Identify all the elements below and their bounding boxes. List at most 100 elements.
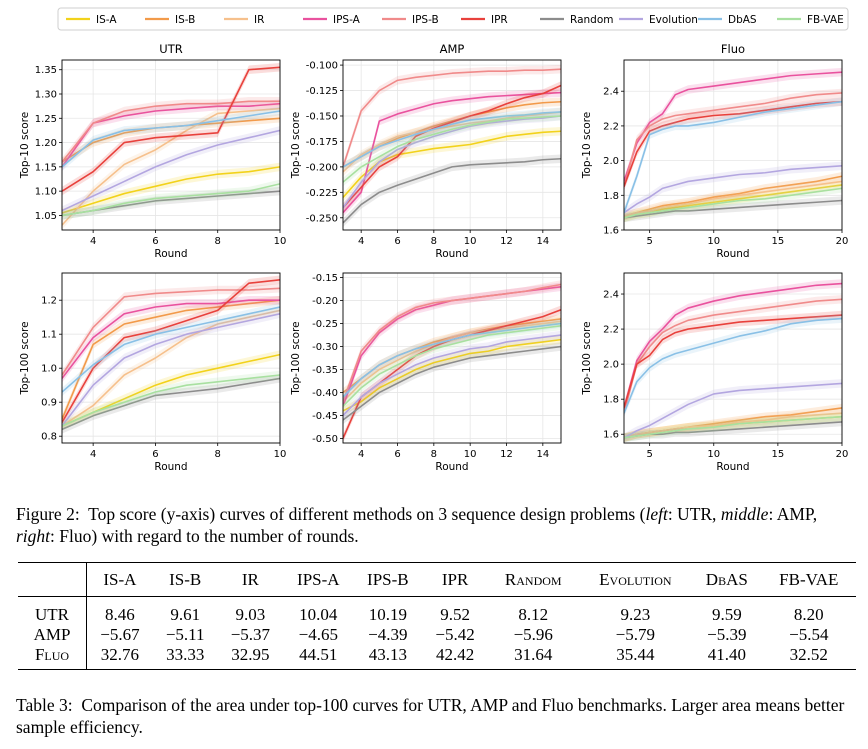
- series-line-random: [624, 199, 842, 219]
- series-line-fb-vae: [62, 374, 280, 427]
- series-line-fb-vae: [624, 415, 842, 439]
- band-is-b: [343, 97, 561, 172]
- y-tick-label: -0.125: [306, 86, 338, 97]
- table-row-fluo: Fluo 32.76 33.33 32.95 44.51 43.13 42.42…: [18, 645, 856, 670]
- x-tick-label: 10: [707, 449, 720, 460]
- table-col-ir: IR: [217, 562, 284, 597]
- series-line-dbas: [62, 110, 280, 168]
- plot-frame: [623, 272, 843, 444]
- x-tick-label: 6: [152, 236, 158, 247]
- plot-series: [624, 67, 842, 223]
- table-cell: −5.79: [615, 625, 656, 644]
- table-cell: −5.54: [789, 625, 829, 644]
- series-line-ips-b: [62, 287, 280, 376]
- x-tick-label: 5: [646, 236, 652, 247]
- band-fb-vae: [343, 321, 561, 411]
- y-tick-label: 0.8: [41, 432, 57, 443]
- y-axis-label: Top-100 score: [581, 321, 593, 395]
- table-cell: 9.03: [235, 605, 266, 624]
- series-line-ipr: [624, 100, 842, 187]
- legend-frame: [57, 7, 849, 31]
- band-dbas: [624, 314, 842, 418]
- series-line-dbas: [62, 306, 280, 393]
- y-tick-label: 1.10: [35, 187, 57, 198]
- table-cell: 35.44: [578, 645, 693, 670]
- x-tick-label: 10: [274, 449, 287, 460]
- y-tick-label: -0.150: [306, 111, 338, 122]
- x-axis-label: Round: [716, 248, 749, 260]
- y-tick-label: -0.45: [312, 411, 338, 422]
- y-tick-label: 2.0: [603, 156, 619, 167]
- chart-title: Fluo: [721, 42, 745, 56]
- y-axis-label: Top-100 score: [19, 321, 31, 395]
- y-tick-label: 2.4: [603, 87, 619, 98]
- x-tick-label: 12: [500, 236, 513, 247]
- series-line-ir: [624, 412, 842, 439]
- series-line-fb-vae: [343, 115, 561, 183]
- y-tick-label: 2.0: [603, 360, 619, 371]
- series-line-fb-vae: [624, 187, 842, 219]
- series-line-evolution: [62, 313, 280, 427]
- band-random: [343, 342, 561, 425]
- legend-label-is-b: IS-B: [175, 14, 195, 26]
- series-line-ips-b: [624, 298, 842, 414]
- series-line-is-a: [62, 166, 280, 214]
- y-tick-label: 2.2: [603, 325, 619, 336]
- table-col-dbas: DbAS: [692, 562, 762, 597]
- series-line-ipr: [624, 314, 842, 409]
- series-line-ips-a: [624, 71, 842, 182]
- series-line-is-b: [62, 299, 280, 420]
- y-tick-label: 1.6: [603, 430, 619, 441]
- series-line-dbas: [624, 100, 842, 213]
- band-dbas: [624, 97, 842, 217]
- y-tick-label: 1.05: [35, 211, 57, 222]
- series-line-dbas: [343, 322, 561, 398]
- figure-caption-right: right: [16, 526, 51, 546]
- series-line-evolution: [624, 382, 842, 439]
- series-line-ipr: [62, 66, 280, 192]
- y-axis-label: Top-10 score: [19, 112, 31, 179]
- legend-label-dbas: DbAS: [728, 14, 757, 26]
- table-row-label: Fluo: [18, 645, 87, 670]
- y-tick-label: 1.2: [41, 296, 57, 307]
- chart-1: 4 6 8 10 1.05 1.10 1.15 1.20 1.25 1.30 1.35 UTR Roun…: [19, 42, 286, 260]
- legend-label-random: Random: [570, 14, 613, 26]
- table-cell: −5.11: [165, 625, 205, 644]
- y-axis-label: Top-10 score: [581, 112, 593, 179]
- results-table: IS-A IS-B IR IPS-A IPS-B IPR Random Evol…: [18, 562, 856, 670]
- legend-label-fb-vae: FB-VAE: [807, 14, 844, 26]
- plot-frame: [342, 272, 562, 444]
- series-line-ips-b: [343, 68, 561, 168]
- series-line-random: [343, 345, 561, 421]
- table-cell: −5.42: [435, 625, 475, 644]
- series-line-fb-vae: [343, 325, 561, 407]
- band-is-a: [343, 335, 561, 416]
- plot-series: [343, 64, 561, 228]
- x-tick-label: 12: [500, 449, 513, 460]
- band-fb-vae: [624, 184, 842, 223]
- series-line-ir: [62, 107, 280, 226]
- table-cell: 9.59: [711, 605, 742, 624]
- table-col-ips-a: IPS-A: [283, 562, 354, 597]
- x-tick-label: 8: [215, 449, 221, 460]
- y-tick-label: -0.200: [306, 162, 338, 173]
- x-tick-label: 10: [707, 236, 720, 247]
- table-cell: 33.33: [152, 645, 218, 670]
- table-cell: −4.39: [368, 625, 408, 644]
- table-col-ipr: IPR: [422, 562, 488, 597]
- figure-caption-part3: : AMP,: [768, 504, 818, 524]
- x-axis-label: Round: [435, 461, 468, 473]
- x-tick-label: 8: [215, 236, 221, 247]
- table-cell: −5.37: [230, 625, 271, 644]
- table-row-utr: UTR 8.46 9.61 9.03 10.04 10.19 9.52 8.12…: [18, 596, 856, 625]
- y-tick-label: 0.9: [41, 398, 57, 409]
- band-fb-vae: [62, 179, 280, 220]
- table-col-is-b: IS-B: [152, 562, 218, 597]
- x-tick-label: 14: [536, 449, 549, 460]
- table-col-random: Random: [487, 562, 579, 597]
- series-line-ipr: [343, 84, 561, 209]
- table-cell: −5.96: [513, 625, 553, 644]
- x-axis-label: Round: [154, 461, 187, 473]
- figure-caption-part4: : Fluo) with regard to the number of rou…: [50, 526, 359, 546]
- chart-3: 5 10 15 20 1.6 1.8 2.0 2.2 2.4 Fluo Round Top-10 sc…: [581, 42, 848, 260]
